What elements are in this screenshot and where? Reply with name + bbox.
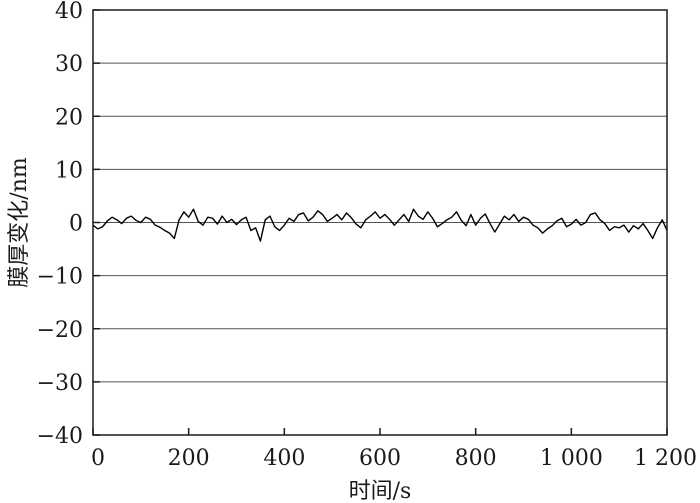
y-tick-label: 40 [55,0,83,24]
x-tick-label: 200 [168,446,210,471]
x-axis-ticks: 0 200 400 600 800 1 000 1 200 [91,428,697,471]
y-axis-label: 膜厚变化/nm [7,157,32,288]
series-line [92,208,668,242]
y-tick-label: 0 [69,212,83,237]
y-tick-label: −30 [37,371,83,396]
y-tick-label: 30 [55,52,83,77]
x-axis-label: 时间/s [349,479,412,503]
x-tick-label: 1 200 [634,446,697,471]
x-tick-label: 600 [359,446,401,471]
y-tick-label: 10 [55,158,83,183]
y-tick-label: −20 [37,318,83,343]
x-tick-label: 1 000 [540,446,603,471]
y-axis-ticks: 40 30 20 10 0 −10 −20 −30 −40 [37,0,100,449]
y-tick-label: −10 [37,265,83,290]
x-tick-label: 0 [91,446,105,471]
y-tick-label: −40 [37,424,83,449]
x-tick-label: 800 [455,446,497,471]
y-tick-label: 20 [55,105,83,130]
grid-lines [93,62,667,383]
x-tick-label: 400 [263,446,305,471]
plot-frame [92,9,668,436]
